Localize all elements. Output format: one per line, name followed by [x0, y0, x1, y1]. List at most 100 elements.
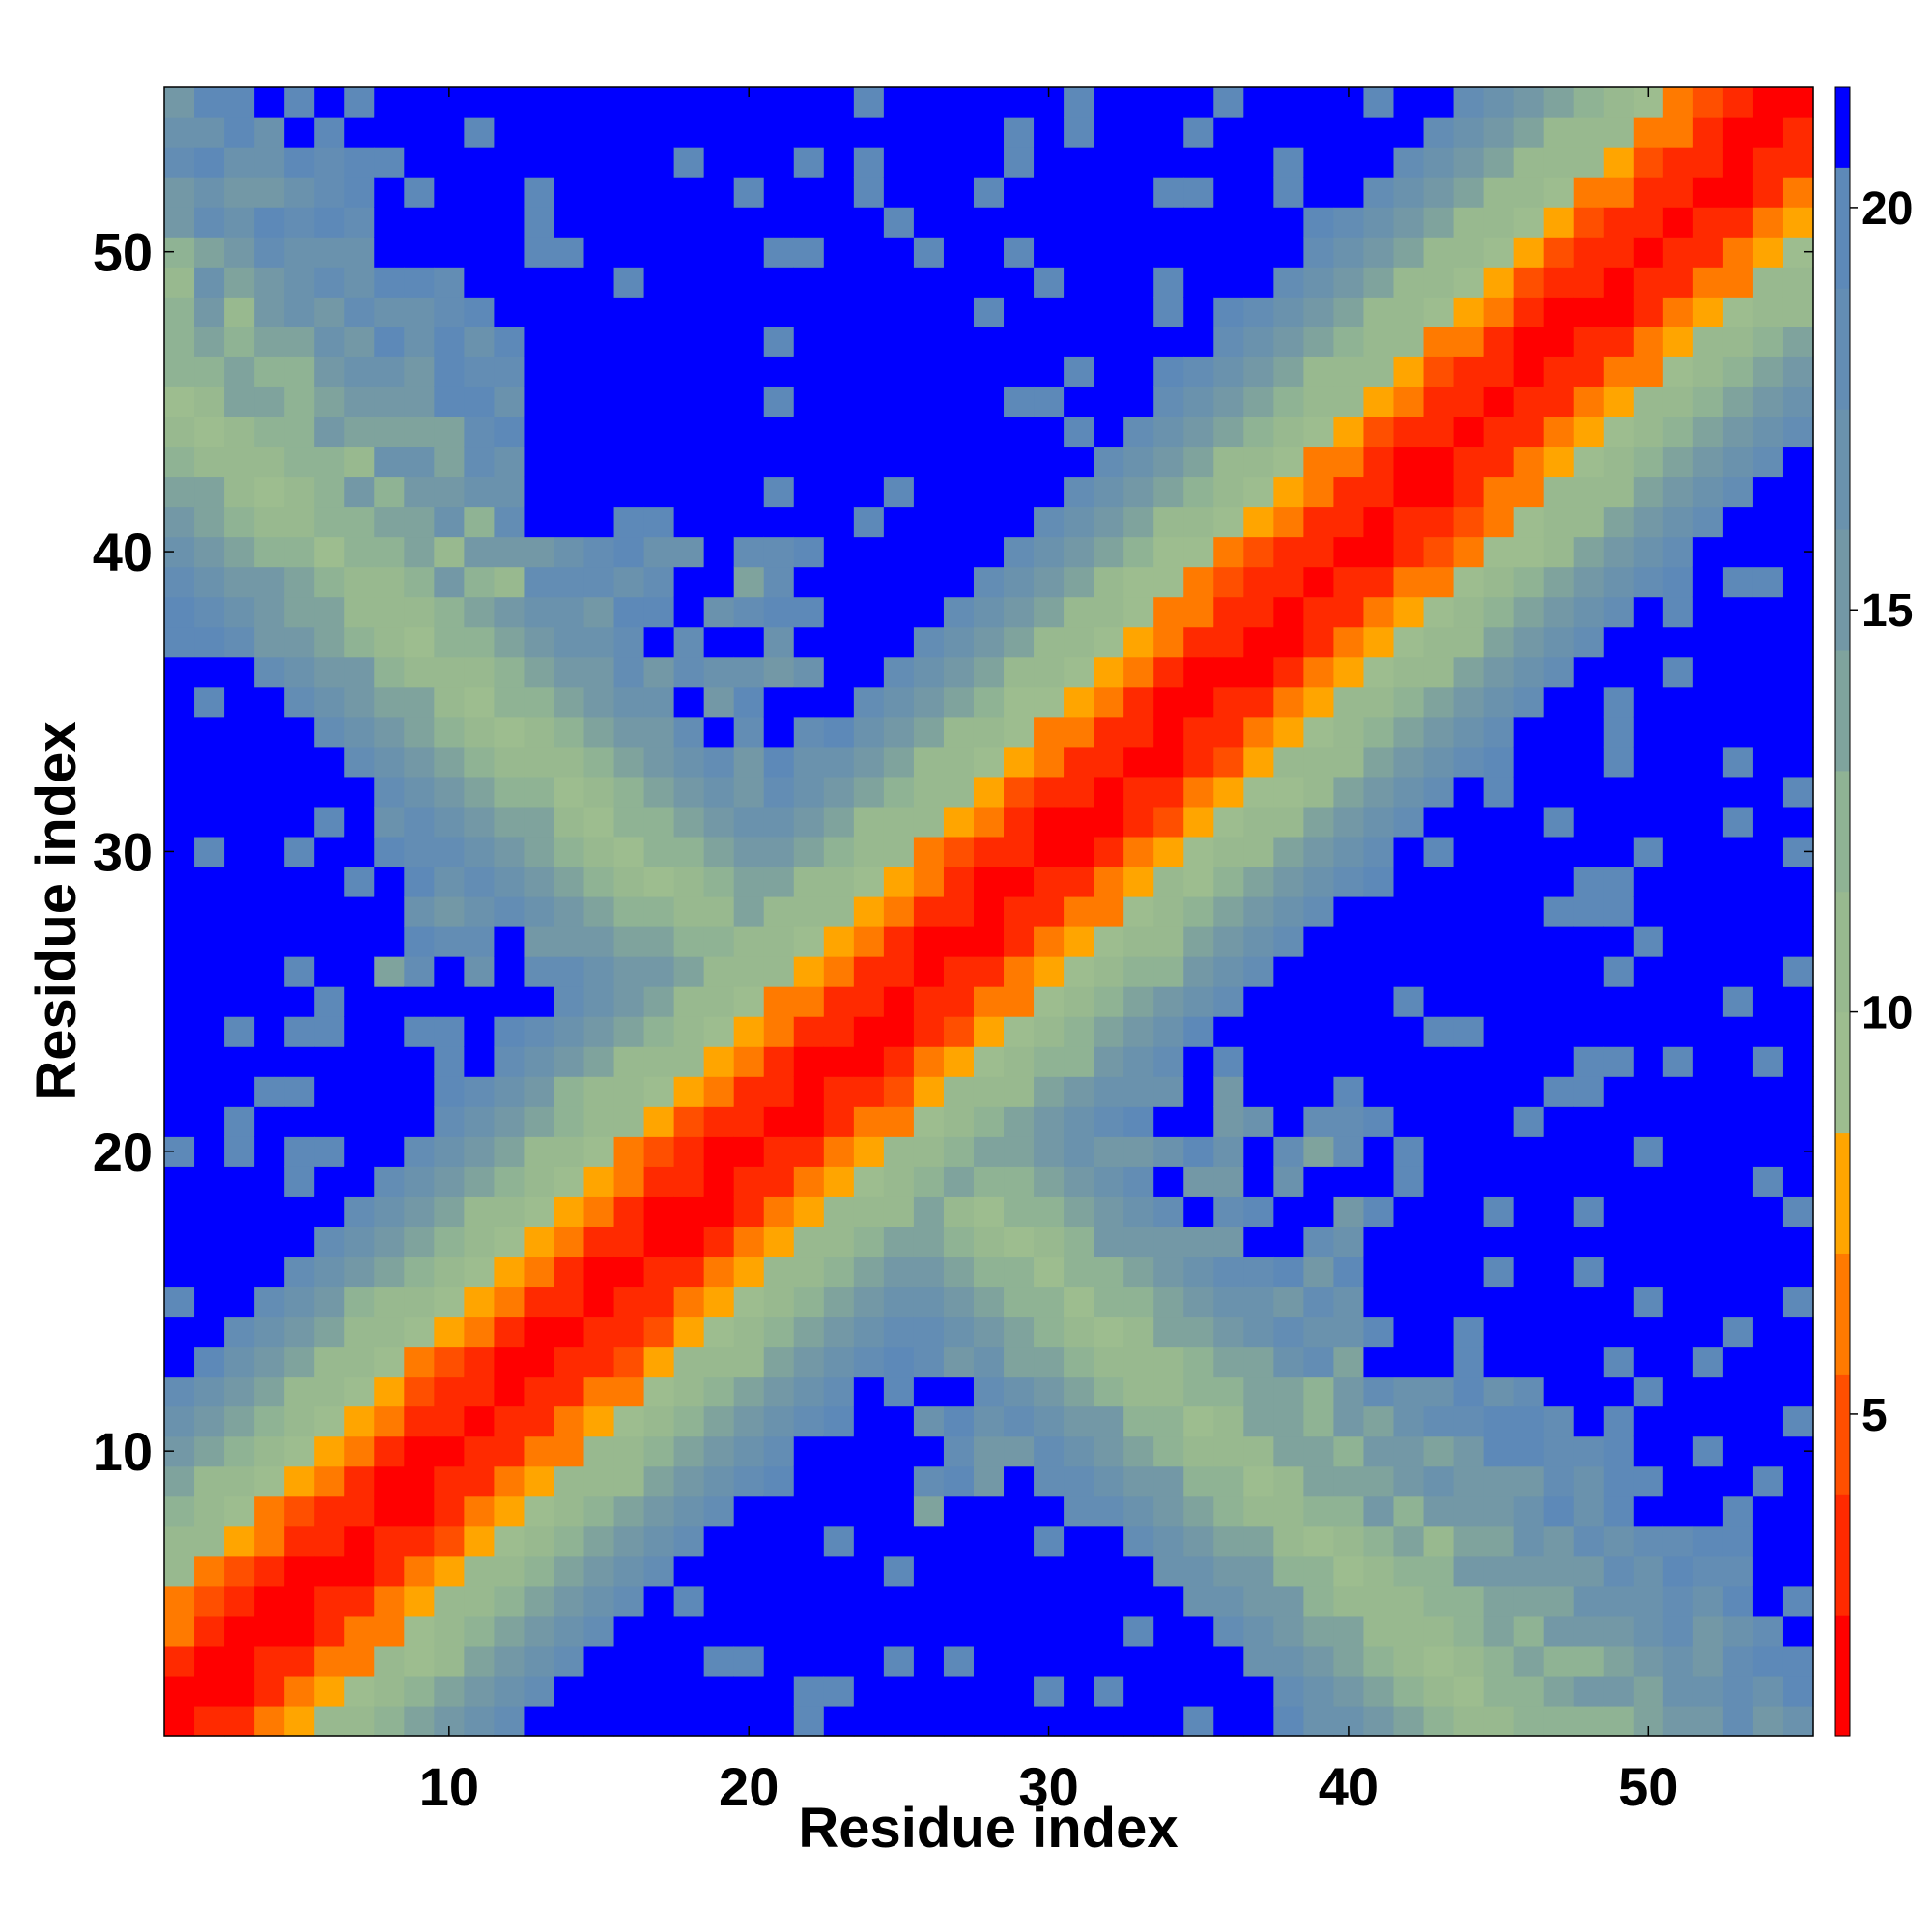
heatmap-cell [1153, 1166, 1184, 1197]
heatmap-cell [1153, 356, 1184, 387]
heatmap-cell [853, 986, 885, 1017]
heatmap-cell [673, 956, 705, 987]
heatmap-cell [464, 986, 495, 1017]
heatmap-cell [494, 1406, 526, 1437]
heatmap-cell [404, 207, 435, 238]
heatmap-cell [613, 656, 645, 688]
heatmap-cell [1153, 416, 1184, 448]
heatmap-cell [793, 596, 825, 628]
heatmap-cell [793, 1346, 825, 1378]
heatmap-cell [613, 297, 645, 327]
heatmap-cell [1303, 866, 1335, 897]
heatmap-cell [1153, 147, 1184, 178]
heatmap-cell [973, 1256, 1005, 1288]
heatmap-cell [524, 1495, 555, 1527]
heatmap-cell [164, 716, 195, 748]
heatmap-cell [434, 716, 465, 748]
heatmap-cell [1153, 327, 1184, 357]
heatmap-cell [1064, 536, 1094, 568]
heatmap-cell [1363, 1435, 1395, 1467]
heatmap-cell [1243, 1585, 1274, 1617]
heatmap-cell [1064, 626, 1094, 658]
heatmap-cell [1273, 87, 1304, 118]
heatmap-cell [1273, 386, 1304, 417]
heatmap-cell [1423, 836, 1455, 867]
heatmap-cell [1303, 626, 1335, 658]
heatmap-cell [1722, 87, 1754, 118]
heatmap-cell [1183, 536, 1214, 568]
heatmap-cell [733, 207, 765, 238]
heatmap-cell [1153, 1525, 1184, 1557]
heatmap-cell [793, 686, 825, 718]
heatmap-cell [973, 237, 1005, 268]
heatmap-cell [1722, 1166, 1754, 1197]
heatmap-cell [314, 416, 345, 448]
heatmap-cell [853, 1076, 885, 1107]
heatmap-cell [583, 926, 615, 957]
heatmap-cell [613, 1286, 645, 1318]
heatmap-cell [943, 1046, 975, 1077]
heatmap-cell [643, 1316, 675, 1348]
heatmap-cell [1243, 1226, 1274, 1258]
heatmap-cell [464, 386, 495, 417]
heatmap-cell [1722, 1495, 1754, 1527]
heatmap-cell [763, 1346, 795, 1378]
heatmap-cell [464, 926, 495, 957]
heatmap-cell [733, 956, 765, 987]
heatmap-cell [1123, 1076, 1154, 1107]
heatmap-cell [1273, 596, 1304, 628]
heatmap-cell [1004, 1435, 1035, 1467]
heatmap-cell [1363, 1016, 1395, 1047]
heatmap-cell [853, 866, 885, 897]
heatmap-cell [1243, 806, 1274, 838]
heatmap-cell [254, 416, 285, 448]
heatmap-cell [1692, 1525, 1724, 1557]
heatmap-cell [1722, 1286, 1754, 1318]
heatmap-cell [1303, 1166, 1335, 1197]
heatmap-cell [1752, 1136, 1784, 1167]
heatmap-cell [673, 506, 705, 538]
heatmap-cell [973, 1226, 1005, 1258]
heatmap-cell [1573, 476, 1605, 508]
heatmap-cell [1692, 267, 1724, 298]
heatmap-cell [1273, 1675, 1304, 1707]
heatmap-cell [524, 596, 555, 628]
heatmap-cell [1453, 836, 1485, 867]
heatmap-cell [1004, 416, 1035, 448]
heatmap-cell [284, 267, 315, 298]
heatmap-cell [434, 1406, 465, 1437]
heatmap-cell [224, 986, 255, 1017]
heatmap-cell [883, 1585, 915, 1617]
heatmap-cell [883, 386, 915, 417]
heatmap-cell [823, 866, 855, 897]
heatmap-cell [913, 476, 945, 508]
heatmap-cell [494, 207, 526, 238]
heatmap-cell [494, 476, 526, 508]
heatmap-cell [613, 716, 645, 748]
heatmap-cell [643, 117, 675, 148]
heatmap-cell [1213, 956, 1244, 987]
heatmap-cell [1213, 207, 1244, 238]
heatmap-cell [1692, 1286, 1724, 1318]
heatmap-cell [494, 686, 526, 718]
heatmap-cell [583, 566, 615, 598]
heatmap-cell [883, 626, 915, 658]
heatmap-cell [1333, 1615, 1365, 1647]
heatmap-cell [643, 746, 675, 778]
heatmap-cell [883, 1555, 915, 1587]
heatmap-cell [733, 1316, 765, 1348]
heatmap-cell [1692, 626, 1724, 658]
heatmap-cell [314, 1046, 345, 1077]
heatmap-cell [1363, 356, 1395, 387]
heatmap-cell [1034, 1465, 1065, 1497]
heatmap-cell [1123, 866, 1154, 897]
heatmap-cell [1183, 1585, 1214, 1617]
heatmap-cell [1183, 1376, 1214, 1407]
heatmap-cell [314, 1376, 345, 1407]
heatmap-cell [973, 1136, 1005, 1167]
heatmap-cell [1603, 446, 1634, 478]
heatmap-cell [643, 1226, 675, 1258]
heatmap-cell [464, 1196, 495, 1227]
heatmap-cell [913, 177, 945, 208]
heatmap-cell [494, 1376, 526, 1407]
